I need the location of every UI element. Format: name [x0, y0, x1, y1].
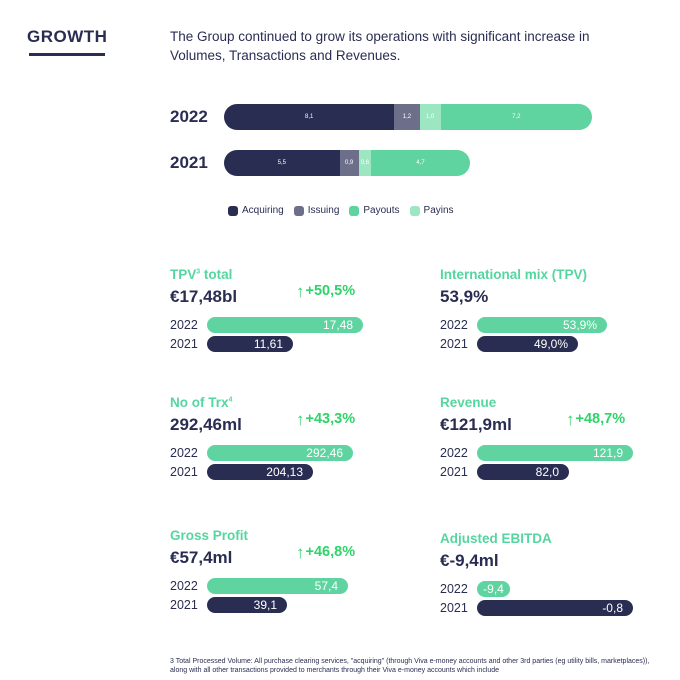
gross-profit-headline: €57,4ml [170, 548, 233, 567]
legend-item-payins: Payins [409, 205, 454, 216]
legend-label-issuing: Issuing [307, 205, 340, 216]
tpv-total-year-2022: 2022 [170, 318, 198, 332]
stack-segment-payouts-2021: 4,7 [371, 150, 470, 176]
no-of-trx-bar-2022: 292,46 [207, 445, 353, 461]
tpv-total-title: TPV3 total [170, 267, 233, 282]
stack-segment-payins-2022: 1,0 [419, 104, 441, 130]
adjusted-ebitda-bar-2021: -0,8 [477, 600, 633, 616]
international-mix-title: International mix (TPV) [440, 267, 588, 282]
gross-profit-title: Gross Profit [170, 528, 249, 543]
revenue-growth-value: +48,7% [575, 411, 626, 427]
legend-swatch-payouts [349, 205, 360, 216]
adjusted-ebitda-headline: €-9,4ml [440, 551, 499, 570]
revenue-title: Revenue [440, 395, 497, 410]
arrow-up-icon: ↑ [566, 410, 575, 429]
no-of-trx-growth: ↑ +43,3% [296, 410, 356, 429]
adjusted-ebitda-title: Adjusted EBITDA [440, 531, 552, 546]
stack-segment-acquiring-2022: 8,1 [224, 104, 395, 130]
adjusted-ebitda-year-2021: 2021 [440, 601, 468, 615]
footnote: 3 Total Processed Volume: All purchase c… [170, 658, 650, 674]
legend-item-payouts: Payouts [349, 205, 400, 216]
legend-label-acquiring: Acquiring [242, 205, 284, 216]
gross-profit-year-2022: 2022 [170, 579, 198, 593]
arrow-up-icon: ↑ [296, 410, 305, 429]
tpv-total-bar-2022: 17,48 [207, 317, 363, 333]
no-of-trx-year-2021: 2021 [170, 465, 198, 479]
international-mix-year-2022: 2022 [440, 318, 468, 332]
stack-segment-payins-2021: 0,6 [358, 150, 372, 176]
stack-year-label-2022: 2022 [170, 107, 208, 126]
revenue-year-2021: 2021 [440, 465, 468, 479]
international-mix-bar-2022: 53,9% [477, 317, 607, 333]
stack-segment-payouts-2022: 7,2 [440, 104, 592, 130]
adjusted-ebitda-bar-2022: -9,4 [477, 581, 510, 597]
chart-legend: Acquiring Issuing Payouts Payins [228, 205, 454, 216]
revenue-year-2022: 2022 [440, 446, 468, 460]
legend-swatch-issuing [293, 205, 304, 216]
gross-profit-bar-2022: 57,4 [207, 578, 348, 594]
stack-segment-issuing-2022: 1,2 [394, 104, 420, 130]
adjusted-ebitda-year-2022: 2022 [440, 582, 468, 596]
arrow-up-icon: ↑ [296, 282, 305, 301]
legend-label-payouts: Payouts [363, 205, 400, 216]
intro-text: The Group continued to grow its operatio… [170, 29, 590, 63]
no-of-trx-title: No of Trx4 [170, 395, 233, 410]
stack-segment-acquiring-2021: 5,5 [224, 150, 340, 176]
no-of-trx-growth-value: +43,3% [305, 411, 356, 427]
legend-swatch-acquiring [228, 205, 238, 216]
arrow-up-icon: ↑ [296, 543, 305, 562]
legend-item-acquiring: Acquiring [228, 205, 284, 216]
legend-label-payins: Payins [423, 205, 454, 216]
legend-item-issuing: Issuing [293, 205, 340, 216]
gross-profit-growth: ↑ +46,8% [296, 543, 356, 562]
no-of-trx-year-2022: 2022 [170, 446, 198, 460]
international-mix-year-2021: 2021 [440, 337, 468, 351]
no-of-trx-bar-2021: 204,13 [207, 464, 313, 480]
title-underline [29, 53, 105, 56]
tpv-total-growth-value: +50,5% [305, 283, 356, 299]
revenue-headline: €121,9ml [440, 415, 512, 434]
international-mix-bar-2021: 49,0% [477, 336, 578, 352]
gross-profit-growth-value: +46,8% [305, 544, 356, 560]
no-of-trx-title-footnote-ref: 4 [228, 396, 233, 404]
stack-bar-2022: 8,1 1,2 1,0 7,2 [224, 104, 592, 130]
stack-segment-issuing-2021: 0,9 [339, 150, 359, 176]
revenue-bar-2022: 121,9 [477, 445, 633, 461]
legend-swatch-payins [409, 205, 420, 216]
stack-bar-2021: 5,5 0,9 0,6 4,7 [224, 150, 470, 176]
no-of-trx-headline: 292,46ml [170, 415, 242, 434]
tpv-total-bar-2021: 11,61 [207, 336, 293, 352]
stack-year-label-2021: 2021 [170, 153, 208, 172]
section-title: GROWTH [27, 27, 108, 46]
revenue-bar-2021: 82,0 [477, 464, 569, 480]
revenue-growth: ↑ +48,7% [566, 410, 626, 429]
tpv-total-title-footnote-ref: 3 [196, 268, 201, 276]
tpv-total-year-2021: 2021 [170, 337, 198, 351]
tpv-total-headline: €17,48bl [170, 287, 238, 306]
gross-profit-bar-2021: 39,1 [207, 597, 287, 613]
international-mix-headline: 53,9% [440, 287, 489, 306]
tpv-total-growth: ↑ +50,5% [296, 282, 356, 301]
gross-profit-year-2021: 2021 [170, 598, 198, 612]
